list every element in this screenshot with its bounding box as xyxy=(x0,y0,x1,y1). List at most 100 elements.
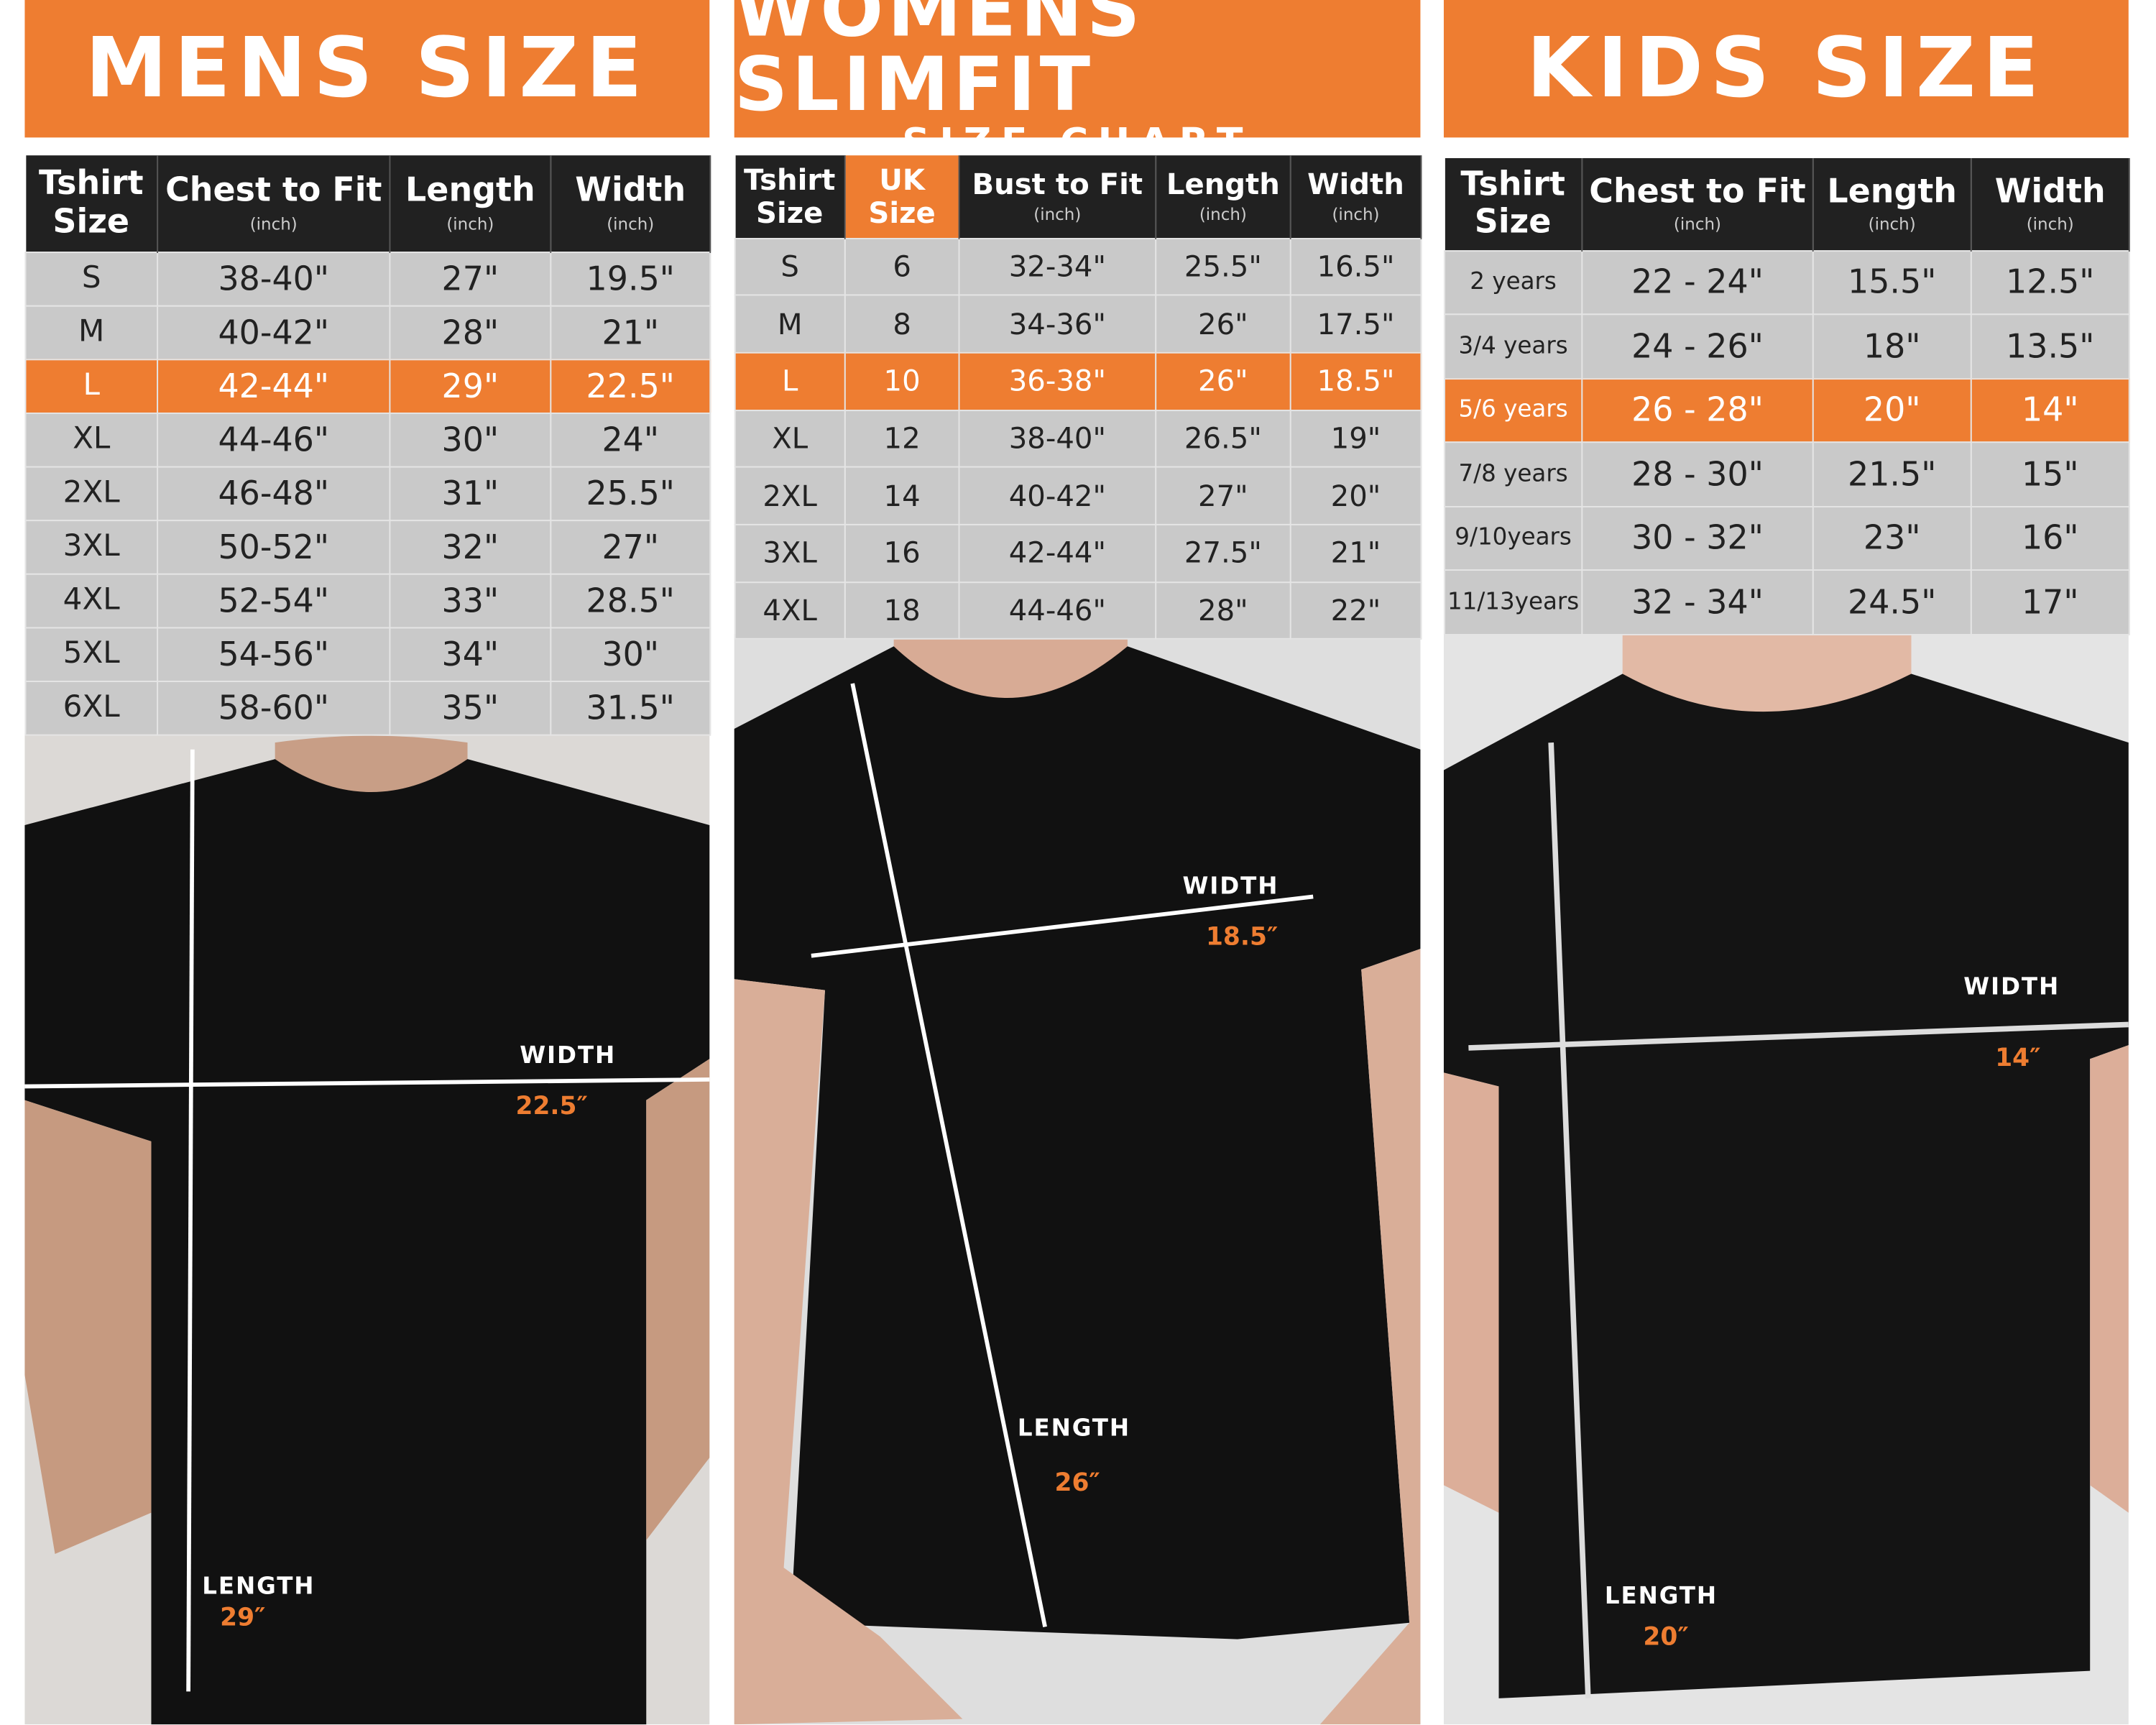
measure-value: 20″ xyxy=(1643,1622,1689,1652)
cell: 7/8 years xyxy=(1443,441,1583,507)
size-row: 2XL 14 40-42" 27" 20" xyxy=(734,466,1422,525)
column-header: UK Size xyxy=(844,155,960,239)
column-unit: (inch) xyxy=(607,213,655,234)
column-header: Length (inch) xyxy=(390,155,552,252)
cell: 23" xyxy=(1812,505,1972,571)
title: WOMENS SLIMFIT xyxy=(734,0,1145,128)
cell: 22 - 24" xyxy=(1581,249,1814,316)
cell: 2 years xyxy=(1443,249,1583,316)
size-row: 2XL 46-48" 31" 25.5" xyxy=(24,465,711,521)
size-row: L 42-44" 29" 22.5" xyxy=(24,358,711,413)
cell: 20" xyxy=(1289,466,1422,525)
size-table: Tshirt Size UK Size Bust to Fit (inch) Lengt… xyxy=(734,155,1422,640)
cell: 24 - 26" xyxy=(1581,313,1814,380)
cell: 3XL xyxy=(734,523,846,583)
column-header: Length (inch) xyxy=(1812,158,1972,251)
size-row: M 8 34-36" 26" 17.5" xyxy=(734,294,1422,354)
column-label: Length xyxy=(1166,167,1280,201)
cell: 52-54" xyxy=(157,572,391,628)
cell: 4XL xyxy=(24,572,159,628)
column-unit: (inch) xyxy=(1332,204,1380,224)
cell: 15.5" xyxy=(1812,249,1972,316)
column-header: Tshirt Size xyxy=(1444,158,1583,251)
cell: 30" xyxy=(389,412,552,467)
column-label: Length xyxy=(405,170,535,209)
cell: 16.5" xyxy=(1289,237,1422,296)
cell: 18" xyxy=(1812,313,1972,380)
cell: S xyxy=(734,237,846,296)
shirt xyxy=(734,646,1421,1639)
column-label: Chest to Fit xyxy=(165,170,382,209)
column-label: Tshirt Size xyxy=(1460,164,1565,242)
size-table: Tshirt Size Chest to Fit (inch) Length (inch… xyxy=(24,155,711,735)
cell: 22" xyxy=(1289,581,1422,640)
cell: 32 - 34" xyxy=(1581,569,1814,635)
column-label: Chest to Fit xyxy=(1589,171,1806,210)
measure-line xyxy=(186,749,195,1692)
cell: 58-60" xyxy=(157,680,391,735)
column-label: UK Size xyxy=(868,162,936,230)
cell: XL xyxy=(734,409,846,468)
size-row: 4XL 18 44-46" 28" 22" xyxy=(734,581,1422,640)
measure-label: WIDTH xyxy=(1963,973,2060,1001)
column-unit: (inch) xyxy=(1199,204,1247,224)
cell: 10 xyxy=(844,351,960,411)
measure-line xyxy=(1548,742,1591,1699)
size-table: Tshirt Size Chest to Fit (inch) Length (inch… xyxy=(1443,158,2130,635)
size-row: S 38-40" 27" 19.5" xyxy=(24,251,711,306)
cell: 30 - 32" xyxy=(1581,505,1814,571)
column-header: Width (inch) xyxy=(1971,158,2130,251)
cell: 16" xyxy=(1970,505,2130,571)
column-header: Tshirt Size xyxy=(734,155,846,239)
cell: 50-52" xyxy=(157,519,391,574)
column-header: Width (inch) xyxy=(550,155,711,252)
measure-label: LENGTH xyxy=(1017,1414,1131,1443)
cell: 19.5" xyxy=(550,251,711,306)
title-banner: KIDS SIZE xyxy=(1443,0,2129,138)
cell: 3/4 years xyxy=(1443,313,1583,380)
column-label: Bust to Fit xyxy=(972,167,1143,201)
cell: 29" xyxy=(389,358,552,413)
cell: 28.5" xyxy=(550,572,711,628)
measure-line xyxy=(24,1077,710,1089)
title: KIDS SIZE xyxy=(1526,20,2046,117)
column-label: Length xyxy=(1827,171,1958,210)
size-row: 3XL 50-52" 32" 27" xyxy=(24,519,711,574)
panel: MENS SIZE Tshirt Size Chest to Fit (inch) Le… xyxy=(24,0,711,735)
cell: 19" xyxy=(1289,409,1422,468)
cell: 8 xyxy=(844,294,960,354)
cell: 4XL xyxy=(734,581,846,640)
cell: 22.5" xyxy=(550,358,711,413)
cell: 18 xyxy=(844,581,960,640)
cell: 38-40" xyxy=(157,251,391,306)
cell: S xyxy=(24,251,159,306)
size-row: 5XL 54-56" 34" 30" xyxy=(24,626,711,682)
cell: 9/10years xyxy=(1443,505,1583,571)
cell: 21" xyxy=(550,304,711,360)
size-row: XL 12 38-40" 26.5" 19" xyxy=(734,409,1422,468)
column-label: Width xyxy=(575,170,686,209)
measure-label: WIDTH xyxy=(520,1042,617,1070)
column-unit: (inch) xyxy=(249,213,298,234)
column-unit: (inch) xyxy=(446,213,494,234)
cell: 24.5" xyxy=(1812,569,1972,635)
measure-value: 14″ xyxy=(1995,1044,2041,1073)
measure-label: LENGTH xyxy=(202,1573,315,1601)
cell: 26 - 28" xyxy=(1581,377,1814,443)
cell: 21.5" xyxy=(1812,441,1972,507)
size-row: 2 years 22 - 24" 15.5" 12.5" xyxy=(1443,249,2130,316)
cell: 6XL xyxy=(24,680,159,735)
column-label: Tshirt Size xyxy=(744,162,836,230)
cell: 12 xyxy=(844,409,960,468)
cell: 25.5" xyxy=(550,465,711,521)
cell: 35" xyxy=(389,680,552,735)
cell: 24" xyxy=(550,412,711,467)
arm xyxy=(734,949,1421,1725)
measure-label: LENGTH xyxy=(1604,1583,1718,1611)
cell: 5/6 years xyxy=(1443,377,1583,443)
cell: 14" xyxy=(1970,377,2130,443)
cell: 32" xyxy=(389,519,552,574)
cell: 12.5" xyxy=(1970,249,2130,316)
measure-line xyxy=(850,683,1047,1628)
